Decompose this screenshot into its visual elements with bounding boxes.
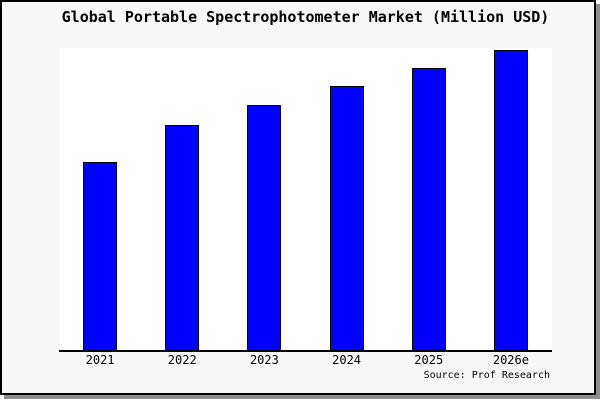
- x-tick-label-2022: 2022: [167, 353, 197, 367]
- x-tick-label-2024: 2024: [332, 353, 362, 367]
- x-tick-label-2026e: 2026e: [492, 353, 529, 367]
- bar-2025: [411, 68, 446, 350]
- bar-2022: [165, 125, 200, 350]
- bar-2024: [329, 86, 364, 350]
- source-credit: Source: Prof Research: [423, 370, 550, 381]
- chart-title: Global Portable Spectrophotometer Market…: [61, 8, 550, 26]
- bar-2023: [247, 105, 282, 350]
- x-axis-labels: 2021 2022 2023 2024 2025 2026e: [59, 353, 552, 369]
- plot-area: [59, 48, 552, 352]
- plot-wrap: 2021 2022 2023 2024 2025 2026e Source: Prof R…: [59, 48, 552, 381]
- bar-2021: [83, 162, 118, 350]
- x-tick-label-2021: 2021: [85, 353, 115, 367]
- bar-2026e: [493, 50, 528, 350]
- x-tick-label-2025: 2025: [414, 353, 444, 367]
- x-tick-label-2023: 2023: [249, 353, 279, 367]
